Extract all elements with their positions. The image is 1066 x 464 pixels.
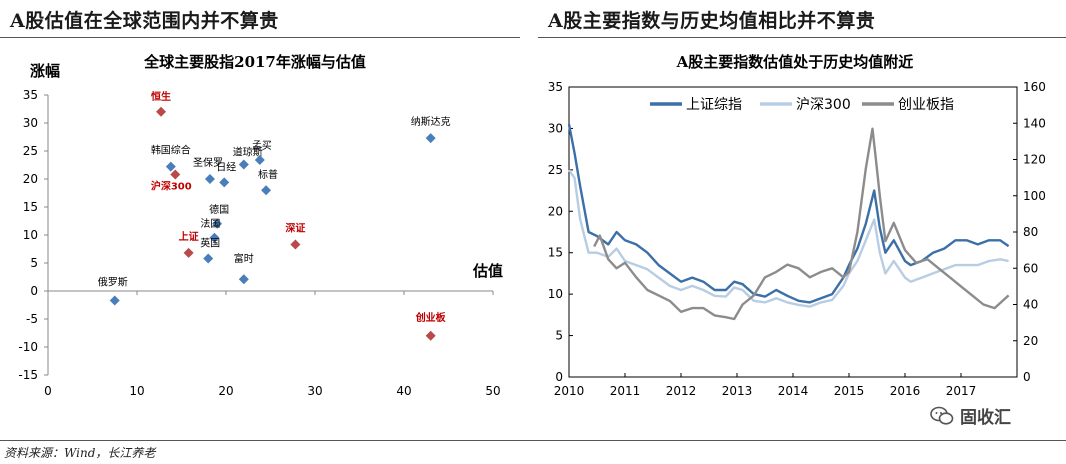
line-ytick-left-label: 0 <box>555 370 563 384</box>
top-rule-right <box>538 37 1066 38</box>
scatter-point-label: 上证 <box>179 230 199 243</box>
scatter-point <box>290 239 301 250</box>
line-ytick-right-label: 140 <box>1023 116 1046 130</box>
scatter-point-label: 日经 <box>216 160 236 173</box>
source-note: 资料来源：Wind，长江养老 <box>4 446 156 460</box>
line-ytick-left-label: 10 <box>548 287 563 301</box>
scatter-point-label: 法国 <box>200 217 220 230</box>
scatter-point-label: 俄罗斯 <box>98 276 128 289</box>
scatter-point <box>204 174 215 184</box>
scatter-ytick-label: 0 <box>30 284 38 298</box>
scatter-ylabel: 涨幅 <box>30 62 60 80</box>
scatter-ytick-label: 20 <box>23 172 38 186</box>
scatter-ytick-label: -5 <box>26 312 38 326</box>
line-ytick-left-label: 35 <box>548 80 563 94</box>
scatter-ytick-label: 10 <box>23 228 38 242</box>
scatter-xtick-label: 40 <box>396 384 411 398</box>
scatter-point <box>109 295 120 306</box>
scatter-xtick-label: 30 <box>307 384 322 398</box>
scatter-xtick-label: 20 <box>218 384 233 398</box>
bottom-rule <box>0 440 1066 441</box>
scatter-point-label: 德国 <box>209 203 229 216</box>
scatter-point-label: 纳斯达克 <box>411 115 451 128</box>
scatter-point <box>183 247 194 258</box>
scatter-point-label: 沪深300 <box>151 180 192 193</box>
legend-label: 上证综指 <box>686 97 742 113</box>
line-series-1 <box>568 169 1009 308</box>
scatter-point <box>156 106 167 117</box>
scatter-xtick-label: 50 <box>485 384 500 398</box>
scatter-point-label: 标普 <box>258 168 278 181</box>
scatter-ytick-label: 25 <box>23 144 38 158</box>
right-panel-title: A股主要指数与历史均值相比并不算贵 <box>548 10 876 32</box>
scatter-xtick-label: 10 <box>129 384 144 398</box>
line-ytick-right-label: 40 <box>1023 298 1038 312</box>
scatter-point <box>203 253 214 264</box>
scatter-point-label: 深证 <box>285 222 305 235</box>
scatter-chart: 全球主要股指2017年涨幅与估值 涨幅 估值 -15 -10 -5 0 5 10 15 20 2… <box>18 53 503 398</box>
line-xtick-label: 2012 <box>666 384 697 398</box>
scatter-point-label: 富时 <box>234 252 254 265</box>
scatter-point-label: 英国 <box>200 237 220 250</box>
line-xtick-label: 2010 <box>554 384 585 398</box>
scatter-xtick-label: 0 <box>44 384 52 398</box>
legend-label: 创业板指 <box>898 97 954 113</box>
scatter-point <box>170 169 181 180</box>
watermark: 固收汇 <box>930 403 1011 428</box>
line-xtick-label: 2016 <box>890 384 921 398</box>
scatter-point-label: 孟买 <box>252 140 272 152</box>
scatter-ytick-label: -15 <box>18 368 38 382</box>
line-plot-frame <box>568 86 1018 378</box>
scatter-point <box>209 232 220 243</box>
line-ytick-right-label: 120 <box>1023 153 1046 167</box>
scatter-point <box>238 159 249 170</box>
line-ytick-left-label: 25 <box>548 163 563 177</box>
scatter-point <box>261 185 272 196</box>
line-ytick-right-label: 0 <box>1023 370 1031 384</box>
line-ytick-left-label: 15 <box>548 246 563 260</box>
line-series-0 <box>567 124 1010 304</box>
line-xtick-label: 2014 <box>778 384 809 398</box>
line-ytick-right-label: 60 <box>1023 261 1038 275</box>
line-ytick-right-label: 20 <box>1023 334 1038 348</box>
line-xtick-label: 2017 <box>946 384 977 398</box>
line-ytick-left-label: 20 <box>548 204 563 218</box>
scatter-point-label: 恒生 <box>151 90 171 103</box>
scatter-point-label: 道琼斯 <box>233 145 263 158</box>
watermark-text: 固收汇 <box>960 408 1011 428</box>
scatter-ytick-label: 15 <box>23 200 38 214</box>
scatter-point <box>165 161 176 172</box>
scatter-point <box>219 177 230 188</box>
scatter-point <box>425 330 436 341</box>
line-chart-title: A股主要指数估值处于历史均值附近 <box>676 53 914 71</box>
scatter-chart-title: 全球主要股指2017年涨幅与估值 <box>143 53 366 71</box>
scatter-point-label: 创业板 <box>415 311 447 324</box>
line-ytick-left-label: 5 <box>555 329 563 343</box>
top-rule-left <box>0 37 520 38</box>
scatter-ytick-label: -10 <box>18 340 38 354</box>
scatter-point <box>238 274 249 285</box>
scatter-point <box>212 218 223 229</box>
legend-label: 沪深300 <box>796 97 851 113</box>
scatter-xlabel: 估值 <box>472 262 503 280</box>
line-xtick-label: 2011 <box>610 384 641 398</box>
line-chart: A股主要指数估值处于历史均值附近 0 5 10 15 20 25 30 35 0 20 40 60 8… <box>548 53 1046 398</box>
scatter-point-label: 圣保罗 <box>193 156 223 169</box>
line-xtick-label: 2013 <box>722 384 753 398</box>
line-ytick-right-label: 80 <box>1023 225 1038 239</box>
scatter-point <box>254 154 265 165</box>
line-ytick-right-label: 100 <box>1023 189 1046 203</box>
scatter-ytick-label: 30 <box>23 116 38 130</box>
scatter-point <box>425 133 436 144</box>
scatter-point-label: 韩国综合 <box>151 144 191 157</box>
line-xtick-label: 2015 <box>834 384 865 398</box>
scatter-ytick-label: 5 <box>30 256 38 270</box>
line-ytick-left-label: 30 <box>548 121 563 135</box>
line-series-2 <box>593 127 1010 321</box>
wechat-icon <box>930 406 954 425</box>
line-ytick-right-label: 160 <box>1023 80 1046 94</box>
left-panel-title: A股估值在全球范围内并不算贵 <box>10 10 279 32</box>
scatter-ytick-label: 35 <box>23 88 38 102</box>
